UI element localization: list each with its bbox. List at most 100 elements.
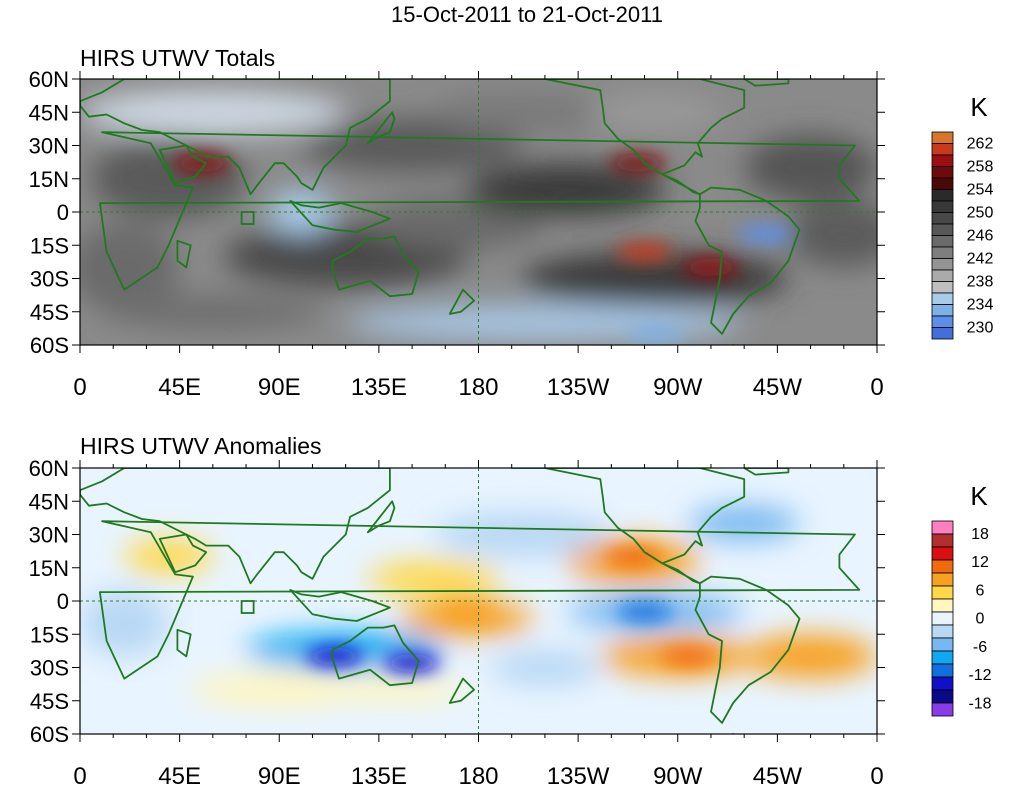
colorbar-swatch — [931, 546, 954, 561]
colorbar-swatch — [931, 624, 954, 639]
lat-tick-label: 30S — [30, 267, 69, 292]
coastline — [331, 624, 420, 687]
colorbar-swatch — [931, 520, 954, 535]
field-min — [627, 324, 684, 343]
colorbar-label: 254 — [967, 181, 994, 198]
panel-title: HIRS UTWV Totals — [80, 45, 275, 71]
field-min — [306, 647, 363, 666]
field-region — [467, 163, 667, 217]
lon-tick-label: 0 — [870, 374, 883, 401]
field-max — [605, 547, 662, 566]
lon-tick-label: 45E — [158, 374, 201, 401]
lon-tick-label: 135E — [351, 374, 407, 401]
lat-tick-label: 15S — [30, 233, 69, 258]
coastline — [732, 344, 735, 345]
colorbar-label: 238 — [967, 273, 994, 290]
colorbar-swatch — [931, 154, 954, 167]
field-min — [616, 603, 673, 622]
lon-tick-label: 135E — [351, 763, 407, 785]
region-box — [240, 211, 255, 225]
field-region — [788, 200, 877, 268]
colorbar-swatch — [931, 702, 954, 717]
colorbar-swatch — [931, 189, 954, 202]
lat-tick-label: 30N — [29, 523, 69, 548]
colorbar-swatch — [931, 177, 954, 190]
field-max — [173, 154, 230, 173]
field-region — [489, 649, 601, 686]
lon-tick-label: 135W — [547, 374, 610, 401]
coastline — [99, 520, 861, 680]
colorbar-label: 0 — [976, 611, 985, 628]
field-region — [80, 90, 346, 135]
colorbar-label: -12 — [968, 667, 991, 684]
field-max — [660, 647, 717, 666]
coastline — [158, 144, 208, 185]
coastline — [661, 173, 701, 196]
coastline — [661, 562, 701, 585]
lon-tick-label: 0 — [73, 374, 86, 401]
field-region — [301, 118, 523, 173]
coastline — [289, 589, 391, 622]
field-region — [367, 196, 545, 250]
lon-tick-label: 0 — [73, 763, 86, 785]
colorbar-label: 6 — [976, 582, 985, 599]
colorbar-swatch — [931, 143, 954, 156]
lon-tick-label: 180 — [458, 763, 498, 785]
lat-tick-label: 0 — [57, 200, 69, 225]
colorbar-label: -6 — [973, 639, 987, 656]
lon-axis: 0 45E 90E 135E 180 135W 90W 45W 0 — [73, 71, 884, 401]
colorbar-swatch — [931, 246, 954, 259]
colorbar-swatch — [931, 637, 954, 652]
colorbar-unit: K — [970, 481, 988, 511]
colorbar-swatch — [931, 269, 954, 282]
coastline — [366, 111, 396, 145]
field-max — [682, 258, 739, 277]
lon-tick-label: 45W — [753, 763, 803, 785]
field-region — [589, 94, 723, 130]
coastline — [158, 533, 208, 574]
lat-tick-label: 15N — [29, 556, 69, 581]
coastline — [694, 186, 801, 335]
colorbar-swatch — [931, 304, 954, 317]
lon-tick-label: 0 — [870, 763, 883, 785]
colorbar-swatch — [931, 292, 954, 305]
colorbar: K 262 258 254 250 246 242 238 234 230 — [931, 92, 994, 340]
colorbar-label: 250 — [967, 204, 994, 221]
colorbar-label: 18 — [971, 526, 989, 543]
colorbar: K 18 12 6 0 -6 -12 -18 — [931, 481, 992, 717]
lat-tick-label: 0 — [57, 589, 69, 614]
lat-tick-label: 45N — [29, 100, 69, 125]
lat-tick-label: 30S — [30, 656, 69, 681]
coastline — [743, 79, 790, 87]
colorbar-label: 12 — [971, 554, 989, 571]
lon-tick-label: 45E — [158, 763, 201, 785]
coastline — [99, 131, 861, 291]
lat-tick-label: 45S — [30, 689, 69, 714]
lat-tick-label: 60N — [29, 67, 69, 92]
field-max — [609, 154, 666, 173]
coastlines — [80, 79, 861, 345]
lat-tick-label: 30N — [29, 134, 69, 159]
field-region — [91, 138, 247, 219]
colorbar-swatch — [931, 611, 954, 626]
colorbar-swatch — [931, 598, 954, 613]
colorbar-swatch — [931, 585, 954, 600]
region-box — [240, 600, 255, 614]
colorbar-label: 234 — [967, 296, 994, 313]
lat-tick-label: 45N — [29, 489, 69, 514]
coastline — [448, 677, 475, 704]
figure-title: 15-Oct-2011 to 21-Oct-2011 — [391, 2, 663, 27]
colorbar-swatch — [931, 223, 954, 236]
lon-tick-label: 90W — [653, 763, 703, 785]
colorbar-swatch — [931, 166, 954, 179]
field-region — [434, 90, 612, 135]
colorbar-swatch — [931, 281, 954, 294]
colorbar-swatch — [931, 533, 954, 548]
coastline — [510, 468, 746, 565]
colorbar-label: -18 — [968, 695, 991, 712]
lon-tick-label: 45W — [753, 374, 803, 401]
lat-tick-label: 15N — [29, 167, 69, 192]
colorbar-label: 258 — [967, 158, 994, 175]
coastline — [176, 628, 192, 658]
